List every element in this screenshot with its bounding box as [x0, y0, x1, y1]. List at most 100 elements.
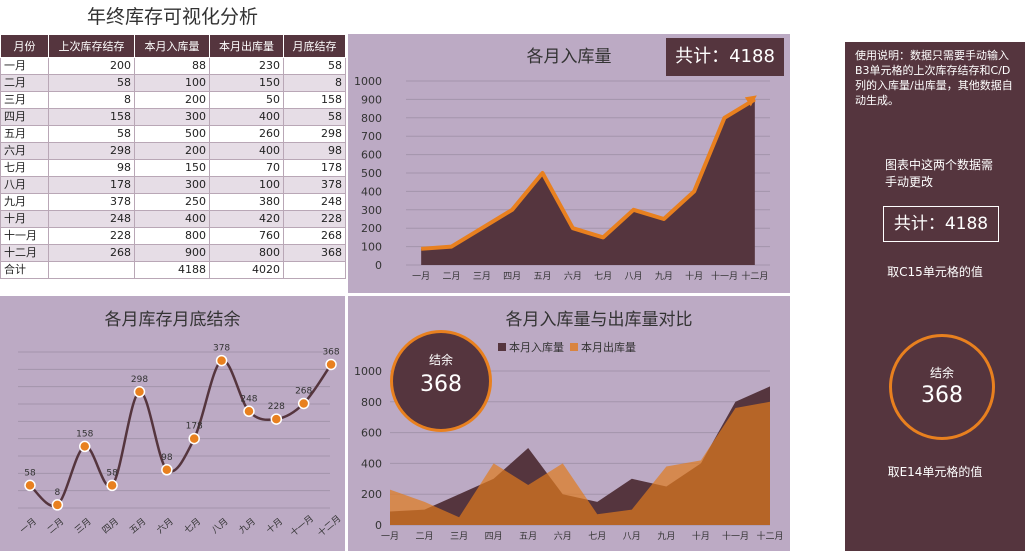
table-cell: 420: [209, 210, 284, 228]
x-tick-label: 五月: [533, 271, 551, 282]
table-cell: 248: [48, 210, 135, 228]
total-kpi-box: 共计：4188: [666, 38, 784, 76]
table-row: 十二月 268 900 800 368: [0, 244, 346, 262]
monthly-inbound-title: 各月入库量: [526, 47, 612, 67]
inbound-arrowhead: [744, 95, 757, 107]
sidebar-total-caption: 取C15单元格的值: [887, 265, 983, 279]
y-tick-label: 400: [361, 457, 382, 470]
monthly-inbound-svg: 0 100 200 300 400 500 600 700 800 900 1000 一月 二月 三月 四月…: [354, 75, 770, 282]
table-header-cell: 月份: [0, 34, 49, 58]
table-cell: 九月: [0, 193, 49, 211]
table-cell: 378: [283, 176, 346, 194]
table-cell: 十一月: [0, 227, 49, 245]
data-label: 58: [106, 468, 118, 478]
instructions-panel: 使用说明：数据只需要手动输入B3单元格的上次库存结存和C/D列的入库量/出库量，…: [845, 42, 1025, 551]
x-tick-label: 七月: [594, 271, 612, 282]
y-tick-label: 600: [361, 149, 382, 162]
balance-point: [243, 405, 255, 418]
table-cell: 150: [134, 159, 210, 177]
x-tick-label: 五月: [127, 516, 148, 536]
data-label: 98: [161, 453, 173, 463]
table-cell: 六月: [0, 142, 49, 160]
sidebar-balance-caption: 取E14单元格的值: [887, 465, 983, 479]
y-tick-label: 300: [361, 204, 382, 217]
x-tick-label: 三月: [473, 271, 491, 282]
table-cell: 178: [283, 159, 346, 177]
x-tick-label: 七月: [588, 531, 606, 542]
data-label: 228: [268, 402, 285, 412]
balance-point: [188, 432, 200, 445]
table-row: 九月 378 250 380 248: [0, 193, 346, 211]
y-tick-label: 1000: [354, 75, 382, 88]
table-cell: 58: [283, 57, 346, 75]
data-label: 378: [213, 344, 230, 354]
table-cell: 8: [48, 91, 135, 109]
table-cell: 八月: [0, 176, 49, 194]
y-tick-label: 0: [375, 259, 382, 272]
balance-point: [78, 440, 91, 453]
inventory-table: 月份 上次库存结存 本月入库量 本月出库量 月底结存 一月 200 88 230 58 二月 58 1…: [0, 34, 346, 279]
table-cell: 800: [209, 244, 284, 262]
x-tick-label: 十一月: [288, 512, 316, 539]
table-cell: 150: [209, 74, 284, 92]
legend-label: 本月入库量: [509, 340, 564, 354]
table-cell: 228: [283, 210, 346, 228]
table-cell: 230: [209, 57, 284, 75]
month-end-balance-chart: 各月库存月底结余 58 8 158 58 298 98 178 378 248 228 268 368…: [0, 296, 345, 551]
table-header-cell: 本月入库量: [134, 34, 210, 58]
table-cell: 100: [209, 176, 284, 194]
data-label: 268: [295, 386, 312, 396]
x-tick-label: 四月: [100, 516, 121, 536]
table-cell: 248: [283, 193, 346, 211]
table-cell: 二月: [0, 74, 49, 92]
month-end-balance-title: 各月库存月底结余: [104, 310, 241, 330]
x-tick-label: 九月: [237, 516, 258, 536]
table-cell: 268: [283, 227, 346, 245]
table-cell: 900: [134, 244, 210, 262]
y-tick-label: 200: [361, 488, 382, 501]
table-cell: 368: [283, 244, 346, 262]
table-row: 二月 58 100 150 8: [0, 74, 346, 92]
data-label: 368: [322, 347, 339, 357]
x-tick-label: 五月: [519, 531, 537, 542]
x-tick-label: 十一月: [722, 530, 749, 542]
table-cell: 8: [283, 74, 346, 92]
x-tick-label: 四月: [485, 531, 503, 542]
data-label: 248: [240, 394, 257, 404]
x-tick-label: 十二月: [756, 530, 783, 542]
table-cell: 58: [283, 108, 346, 126]
table-cell: 58: [48, 125, 135, 143]
table-cell: 200: [48, 57, 135, 75]
table-cell: 400: [134, 210, 210, 228]
table-cell: 4188: [134, 261, 210, 279]
table-cell: 88: [134, 57, 210, 75]
table-cell: 380: [209, 193, 284, 211]
y-tick-label: 400: [361, 185, 382, 198]
balance-point: [215, 354, 228, 367]
balance-point: [297, 397, 310, 410]
sidebar-balance-value: 368: [921, 383, 963, 408]
table-cell: 178: [48, 176, 135, 194]
table-cell: 七月: [0, 159, 49, 177]
table-cell: 298: [283, 125, 346, 143]
x-tick-label: 六月: [564, 270, 582, 282]
x-tick-label: 十二月: [315, 512, 343, 539]
table-cell: 50: [209, 91, 284, 109]
table-row: 一月 200 88 230 58: [0, 57, 346, 75]
balance-point: [106, 479, 118, 492]
data-label: 298: [131, 375, 148, 385]
legend-label: 本月出库量: [581, 340, 636, 354]
table-row: 八月 178 300 100 378: [0, 176, 346, 194]
x-tick-label: 十一月: [711, 270, 738, 282]
table-cell: 98: [283, 142, 346, 160]
x-tick-label: 三月: [73, 516, 94, 536]
y-tick-label: 700: [361, 130, 382, 143]
inbound-line: [421, 97, 756, 251]
table-cell: 一月: [0, 57, 49, 75]
table-cell: 260: [209, 125, 284, 143]
data-label: 158: [76, 429, 93, 439]
balance-point: [325, 358, 337, 371]
y-tick-label: 200: [361, 222, 382, 235]
data-label: 58: [24, 468, 36, 478]
balance-kpi-value: 368: [420, 372, 462, 397]
